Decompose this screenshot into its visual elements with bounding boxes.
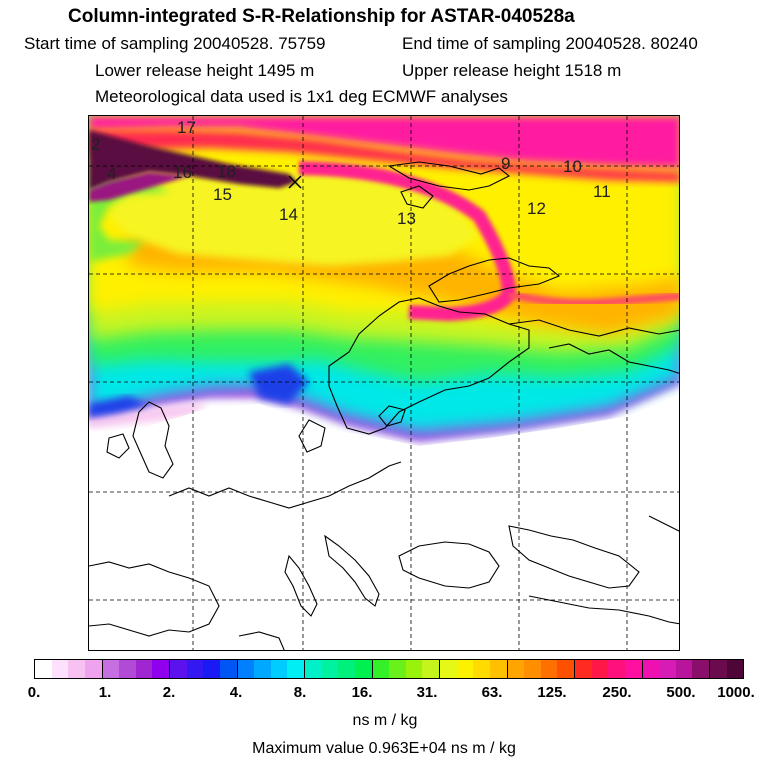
traj-label-15: 15 xyxy=(213,185,232,204)
colorbar-segment xyxy=(354,660,372,678)
traj-label-13: 13 xyxy=(397,209,416,228)
colorbar-segment xyxy=(726,660,744,678)
colorbar-segment xyxy=(675,660,693,678)
colorbar-unit-label: ns m / kg xyxy=(352,712,418,729)
colorbar-segment xyxy=(439,660,457,678)
colorbar-segment xyxy=(591,660,609,678)
trajectory-labels: 17 2 4 16 18 15 14 13 9 10 11 12 xyxy=(91,118,611,228)
traj-label-2: 2 xyxy=(91,135,100,154)
coastlines xyxy=(89,161,679,650)
colorbar-segment xyxy=(389,660,406,678)
colorbar-segment xyxy=(321,660,339,678)
colorbar-segment xyxy=(641,660,660,678)
colorbar-segment xyxy=(254,660,271,678)
sensitivity-map: 17 2 4 16 18 15 14 13 9 10 11 12 xyxy=(89,116,679,650)
traj-label-10: 10 xyxy=(563,157,582,176)
traj-label-11: 11 xyxy=(593,182,611,201)
colorbar-segment xyxy=(624,660,642,678)
colorbar-segment xyxy=(456,660,474,678)
colorbar-segment xyxy=(119,660,136,678)
colorbar-segment xyxy=(574,660,592,678)
colorbar-segment xyxy=(169,660,187,678)
traj-label-14: 14 xyxy=(279,205,298,224)
colorbar-segment xyxy=(203,660,220,678)
colorbar-tick: 0. xyxy=(27,684,41,701)
release-point-cross-icon xyxy=(288,175,302,189)
colorbar-segment xyxy=(557,660,574,678)
colorbar-tick: 250. xyxy=(602,684,632,701)
colorbar-segment xyxy=(304,660,322,678)
colorbar-segment xyxy=(101,660,120,678)
map-panel: 17 2 4 16 18 15 14 13 9 10 11 12 xyxy=(88,115,680,651)
colorbar-segment xyxy=(84,660,102,678)
colorbar-tick: 31. xyxy=(416,684,438,701)
colorbar-tick: 125. xyxy=(537,684,567,701)
plot-title: Column-integrated S-R-Relationship for A… xyxy=(68,6,575,27)
lower-release-label: Lower release height 1495 m xyxy=(95,61,315,80)
colorbar-segment xyxy=(405,660,423,678)
field-layers xyxy=(89,116,679,650)
colorbar-segment xyxy=(709,660,727,678)
colorbar-segment xyxy=(473,660,490,678)
colorbar-segment xyxy=(270,660,288,678)
colorbar-segment xyxy=(659,660,676,678)
colorbar-segment xyxy=(51,660,69,678)
colorbar-segment xyxy=(422,660,439,678)
colorbar-tick: 63. xyxy=(481,684,503,701)
colorbar-segment xyxy=(135,660,153,678)
colorbar-segment xyxy=(236,660,255,678)
colorbar-segment xyxy=(608,660,625,678)
colorbar-tick: 4. xyxy=(229,684,243,701)
traj-label-16: 16 xyxy=(173,163,192,182)
graticule xyxy=(89,116,679,650)
traj-label-18: 18 xyxy=(217,162,236,181)
colorbar-segment xyxy=(35,660,52,678)
colorbar-segment xyxy=(219,660,237,678)
traj-label-4: 4 xyxy=(107,164,116,183)
colorbar xyxy=(34,659,744,679)
colorbar-segment xyxy=(692,660,709,678)
colorbar-segment xyxy=(186,660,204,678)
traj-label-12: 12 xyxy=(527,199,546,218)
upper-release-label: Upper release height 1518 m xyxy=(402,61,622,80)
met-data-label: Meteorological data used is 1x1 deg ECMW… xyxy=(95,87,508,106)
colorbar-segment xyxy=(338,660,355,678)
colorbar-segment xyxy=(524,660,541,678)
colorbar-segment xyxy=(287,660,304,678)
colorbar-tick: 8. xyxy=(293,684,307,701)
traj-label-17: 17 xyxy=(177,118,196,137)
colorbar-tick: 1000. xyxy=(717,684,755,701)
colorbar-segment xyxy=(371,660,390,678)
colorbar-segment xyxy=(489,660,507,678)
end-time-label: End time of sampling 20040528. 80240 xyxy=(402,34,698,53)
colorbar-segment xyxy=(540,660,558,678)
maximum-value-label: Maximum value 0.963E+04 ns m / kg xyxy=(252,740,516,757)
colorbar-tick: 1. xyxy=(98,684,112,701)
colorbar-tick: 2. xyxy=(162,684,176,701)
colorbar-tick: 16. xyxy=(351,684,373,701)
start-time-label: Start time of sampling 20040528. 75759 xyxy=(24,34,326,53)
colorbar-segment xyxy=(68,660,85,678)
colorbar-tick: 500. xyxy=(666,684,696,701)
colorbar-segment xyxy=(152,660,169,678)
colorbar-segment xyxy=(506,660,525,678)
traj-label-9: 9 xyxy=(501,154,510,173)
